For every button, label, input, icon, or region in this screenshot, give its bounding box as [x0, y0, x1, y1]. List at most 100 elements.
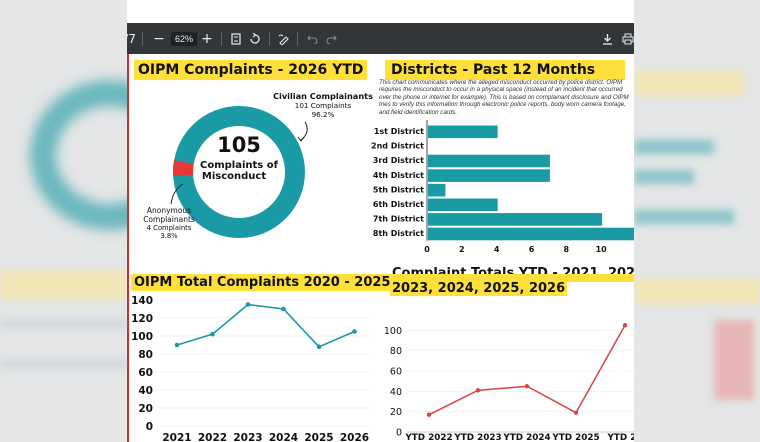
district-bar — [428, 154, 550, 168]
civilian-label-title: Civilian Complainants — [273, 91, 373, 101]
ytd-y-tick-label: 80 — [390, 346, 402, 357]
ytd-y-tick-label: 60 — [390, 367, 402, 378]
district-bar — [428, 125, 498, 139]
donut-center-label-2: Misconduct — [202, 171, 266, 182]
total-y-tick-label: 120 — [131, 313, 153, 325]
district-tick-label: 8 — [564, 245, 570, 254]
redo-icon[interactable] — [323, 23, 339, 54]
total-line-chart: 0 20 40 60 80 100 120 140 2021 2022 2023 2024 2025 20… — [131, 295, 369, 442]
zoom-in-button[interactable]: + — [201, 30, 213, 47]
rotate-icon[interactable] — [247, 23, 263, 54]
civilian-arrow-head — [297, 136, 305, 142]
district-bar — [428, 213, 603, 226]
ytd-point — [573, 410, 579, 415]
total-y-tick-label: 60 — [138, 367, 153, 379]
district-label: 1st District — [374, 127, 424, 136]
ytd-point — [426, 412, 432, 417]
total-x-tick-label: 2025 — [304, 432, 333, 442]
district-label: 5th District — [373, 185, 424, 194]
download-icon[interactable] — [599, 23, 615, 54]
ytd-y-tick-label: 40 — [390, 387, 402, 398]
pdf-toolbar: /7 − 62% + — [124, 23, 636, 54]
pdf-page: OIPM Complaints - 2026 YTD 105 Complaint… — [127, 54, 634, 442]
ytd-series-line — [428, 324, 626, 416]
total-y-tick-label: 140 — [131, 295, 153, 307]
toolbar-divider — [221, 32, 222, 46]
ytd-x-tick-label: YTD 2024 — [502, 433, 550, 442]
print-icon[interactable] — [620, 23, 636, 54]
district-label: 3rd District — [373, 156, 424, 165]
district-tick-label: 10 — [596, 245, 608, 254]
fit-page-icon[interactable] — [228, 23, 244, 54]
district-tick-label: 0 — [424, 245, 430, 254]
districts-bar-chart: 1st District 2nd District 3rd District 4th … — [371, 120, 634, 254]
anon-label-count: 4 Complaints — [147, 224, 192, 232]
total-point — [281, 306, 286, 312]
ytd-point — [475, 388, 481, 393]
district-bar — [428, 183, 446, 197]
donut-slice-anonymous — [173, 160, 194, 177]
total-title: OIPM Total Complaints 2020 - 2025 — [131, 274, 394, 291]
district-bar — [428, 227, 634, 241]
total-y-tick-label: 40 — [138, 385, 153, 397]
donut-title: OIPM Complaints - 2026 YTD — [134, 60, 368, 80]
blurred-background-left — [0, 0, 127, 442]
toolbar-divider — [269, 32, 270, 46]
undo-icon[interactable] — [304, 23, 320, 54]
ytd-y-tick-label: 100 — [384, 326, 402, 337]
toolbar-divider — [142, 32, 143, 46]
district-label: 8th District — [373, 229, 424, 238]
total-x-tick-label: 2021 — [162, 432, 191, 442]
donut-chart: 105 Complaints of Misconduct Civilian Co… — [143, 91, 373, 240]
anon-arrow — [170, 183, 184, 205]
anon-label-title-1: Anonymous — [147, 206, 191, 215]
donut-center-number: 105 — [217, 133, 261, 157]
district-tick-label: 6 — [529, 245, 535, 254]
districts-description: This chart communicates where the allege… — [379, 79, 629, 116]
page-indicator: /7 — [124, 31, 136, 46]
ytd-title-line-2: 2023, 2024, 2025, 2026 — [390, 281, 568, 296]
total-y-tick-label: 20 — [138, 403, 153, 415]
annotate-icon[interactable] — [276, 23, 292, 54]
ytd-point — [622, 323, 628, 328]
total-y-tick-label: 0 — [146, 421, 153, 433]
zoom-out-button[interactable]: − — [153, 30, 165, 47]
total-series-line — [176, 303, 355, 348]
ytd-y-tick-label: 20 — [390, 407, 402, 418]
civilian-label-count: 101 Complaints — [295, 101, 352, 110]
total-x-tick-label: 2026 — [340, 432, 369, 442]
anon-label-pct: 3.8% — [160, 232, 178, 240]
district-label: 4th District — [373, 171, 424, 180]
top-margin — [127, 0, 634, 23]
total-x-tick-label: 2024 — [269, 432, 298, 442]
total-y-tick-label: 100 — [131, 331, 153, 343]
total-point — [210, 331, 215, 337]
total-x-tick-label: 2022 — [198, 432, 227, 442]
civilian-label-pct: 96.2% — [312, 110, 335, 119]
anon-label-title-2: Complainants — [143, 215, 195, 224]
district-tick-label: 2 — [459, 245, 465, 254]
district-label: 6th District — [373, 200, 424, 209]
blurred-background-right — [634, 0, 760, 442]
ytd-x-tick-label: YTD 20 — [607, 433, 634, 442]
total-y-tick-label: 80 — [138, 349, 153, 361]
total-point — [174, 342, 180, 348]
ytd-point — [524, 384, 530, 389]
ytd-x-tick-label: YTD 2023 — [453, 433, 501, 442]
district-bar — [428, 198, 498, 212]
districts-title: Districts - Past 12 Months — [385, 60, 625, 80]
ytd-x-tick-label: YTD 2025 — [551, 433, 599, 442]
ytd-x-tick-label: YTD 2022 — [404, 433, 452, 442]
ytd-title-highlight — [390, 274, 634, 282]
district-tick-label: 4 — [494, 245, 500, 254]
total-point — [352, 329, 357, 334]
district-label: 2nd District — [371, 142, 424, 151]
donut-center-label-1: Complaints of — [200, 160, 279, 171]
zoom-input[interactable]: 62% — [171, 32, 197, 46]
district-bar — [428, 169, 550, 182]
total-point — [316, 344, 322, 350]
toolbar-divider — [297, 32, 298, 46]
district-label: 7th District — [373, 215, 424, 224]
total-x-tick-label: 2023 — [233, 432, 262, 442]
